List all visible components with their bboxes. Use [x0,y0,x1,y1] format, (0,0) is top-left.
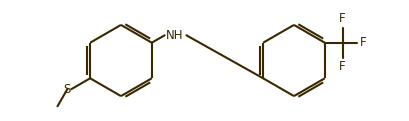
Text: F: F [339,60,346,73]
Text: F: F [360,36,367,49]
Text: S: S [64,83,71,96]
Text: NH: NH [166,29,183,42]
Text: F: F [339,12,346,25]
